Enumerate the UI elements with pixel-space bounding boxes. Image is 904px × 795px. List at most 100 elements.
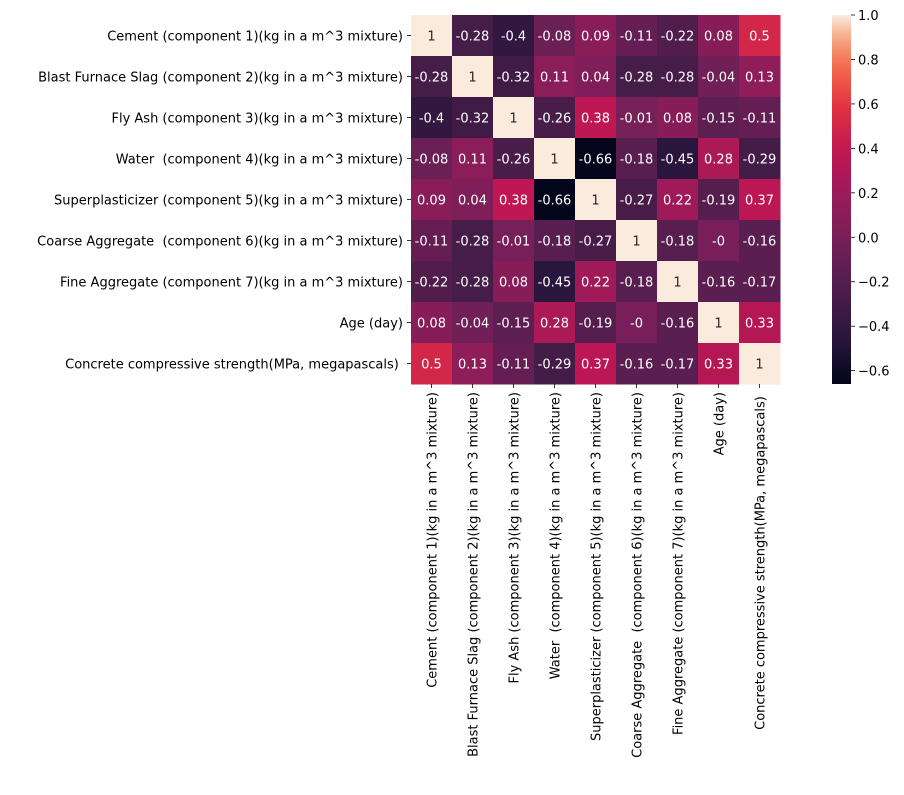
heatmap-cell (575, 138, 617, 180)
heatmap-cell-value: -0.15 (702, 112, 736, 127)
heatmap-cell-value: 0.33 (745, 317, 774, 332)
heatmap-cell-value: -0.28 (620, 71, 654, 86)
heatmap-cell-value: 0.13 (745, 71, 774, 86)
heatmap-cell-value: -0.26 (538, 112, 572, 127)
heatmap-cell-value: 0.04 (458, 194, 487, 209)
heatmap-cell-labels: 1 -0.28 -0.4 -0.08 0.09 -0.11 -0.22 0.08 0.5 -0.2… (415, 30, 777, 373)
heatmap-cell-value: 0.38 (499, 194, 528, 209)
heatmap-cell-value: 1 (632, 235, 640, 250)
heatmap-cell (698, 179, 740, 221)
heatmap-cell (657, 302, 699, 344)
heatmap-cell-value: 1 (427, 30, 435, 45)
heatmap-cell (575, 15, 617, 57)
heatmap-cell (739, 343, 781, 385)
heatmap-cell (493, 97, 535, 139)
heatmap-cell-value: -0.18 (620, 153, 654, 168)
heatmap-cell-value: -0.26 (497, 153, 531, 168)
heatmap-cell (657, 261, 699, 303)
heatmap-cell (616, 343, 658, 385)
heatmap-cell-value: 0.08 (663, 112, 692, 127)
heatmap-cell-value: -0.18 (620, 276, 654, 291)
colorbar-tick-label: −0.2 (858, 276, 890, 291)
heatmap-cell (739, 179, 781, 221)
heatmap-cell (493, 138, 535, 180)
heatmap-cell (698, 220, 740, 262)
heatmap-cell-value: 1 (509, 112, 517, 127)
heatmap-cell-value: 1 (468, 71, 476, 86)
heatmap-cell (575, 261, 617, 303)
heatmap-cell-value: 1 (550, 153, 558, 168)
heatmap-cell-value: -0.01 (497, 235, 531, 250)
heatmap-cell (411, 343, 453, 385)
heatmap-cell-value: 0.08 (417, 317, 446, 332)
row-label: Water (component 4)(kg in a m^3 mixture) (116, 153, 403, 168)
heatmap-cell-value: -0.16 (661, 317, 695, 332)
heatmap-cell (411, 220, 453, 262)
heatmap-cell (698, 97, 740, 139)
heatmap-cell (534, 179, 576, 221)
colorbar-tick-label: −0.4 (858, 320, 890, 335)
row-label: Cement (component 1)(kg in a m^3 mixture… (107, 30, 403, 45)
heatmap-cell-value: -0.28 (456, 276, 490, 291)
heatmap-cell (452, 343, 494, 385)
heatmap-cell (698, 343, 740, 385)
heatmap-cell (739, 15, 781, 57)
row-label: Blast Furnace Slag (component 2)(kg in a… (38, 71, 403, 86)
heatmap-cell (616, 56, 658, 98)
heatmap-cell (616, 15, 658, 57)
heatmap-cell-value: -0.04 (702, 71, 736, 86)
heatmap-cell (575, 97, 617, 139)
heatmap-cell (534, 15, 576, 57)
heatmap-cell-value: 0.08 (704, 30, 733, 45)
heatmap-cell (698, 138, 740, 180)
heatmap-cell-value: 1 (673, 276, 681, 291)
heatmap-cell-value: 0.28 (540, 317, 569, 332)
heatmap-cell-value: -0.17 (743, 276, 777, 291)
heatmap-cell (616, 261, 658, 303)
heatmap-cell (411, 261, 453, 303)
row-label: Coarse Aggregate (component 6)(kg in a m… (37, 235, 403, 250)
heatmap-cell (493, 302, 535, 344)
heatmap-cell-value: 1 (714, 317, 722, 332)
heatmap-cell-value: -0.4 (419, 112, 444, 127)
heatmap-cell-value: -0.28 (415, 71, 449, 86)
heatmap-cell-value: 1 (591, 194, 599, 209)
heatmap-cell (534, 302, 576, 344)
colorbar-tick-label: 0.6 (858, 98, 879, 113)
heatmap-cell-value: 0.33 (704, 358, 733, 373)
heatmap-cell-value: 0.22 (581, 276, 610, 291)
heatmap-cell-value: -0.16 (702, 276, 736, 291)
heatmap-cell (411, 97, 453, 139)
heatmap-cell-value: -0 (630, 317, 643, 332)
heatmap-cell (534, 97, 576, 139)
heatmap-cell-value: -0.19 (579, 317, 613, 332)
heatmap-cell-value: -0.4 (501, 30, 526, 45)
heatmap-cell (534, 343, 576, 385)
heatmap-cell-value: -0.19 (702, 194, 736, 209)
heatmap-cell-value: -0.28 (456, 30, 490, 45)
heatmap-cell-value: -0.18 (538, 235, 572, 250)
heatmap-cell-value: -0.11 (497, 358, 531, 373)
heatmap-cell-value: -0.66 (579, 153, 613, 168)
colorbar-tick-label: 0.4 (858, 142, 879, 157)
heatmap-cell-value: -0.11 (415, 235, 449, 250)
heatmap-cell (739, 56, 781, 98)
heatmap-cell (739, 97, 781, 139)
heatmap-cell (698, 302, 740, 344)
heatmap-cell (452, 261, 494, 303)
heatmap-cell (616, 179, 658, 221)
heatmap-cell-value: -0.18 (661, 235, 695, 250)
heatmap-cell-value: -0.32 (456, 112, 490, 127)
heatmap-cell (534, 261, 576, 303)
column-label: Fly Ash (component 3)(kg in a m^3 mixtur… (508, 392, 523, 684)
row-label: Superplasticizer (component 5)(kg in a m… (54, 194, 403, 209)
column-label: Blast Furnace Slag (component 2)(kg in a… (467, 392, 482, 757)
heatmap-cells (411, 15, 781, 385)
heatmap-cell-value: 0.11 (540, 71, 569, 86)
heatmap-cell (657, 56, 699, 98)
heatmap-cell (657, 343, 699, 385)
heatmap-cell (739, 138, 781, 180)
heatmap-cell (698, 15, 740, 57)
column-label: Concrete compressive strength(MPa, megap… (754, 392, 769, 730)
heatmap-cell-value: 0.08 (499, 276, 528, 291)
